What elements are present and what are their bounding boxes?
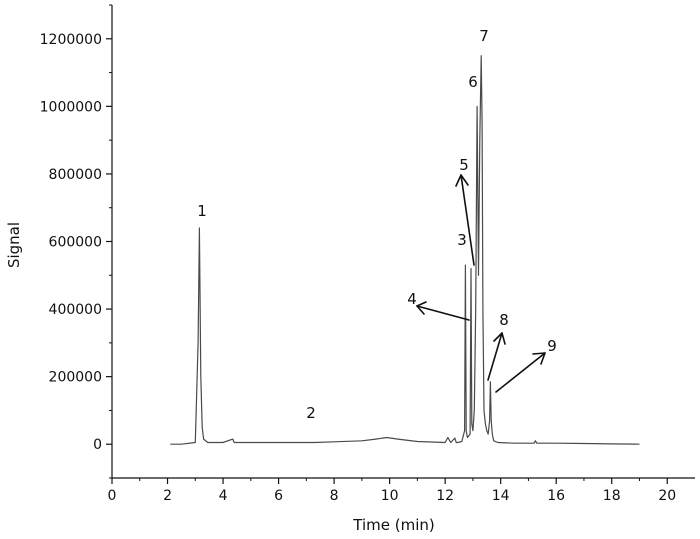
peak-label: 5 xyxy=(459,156,469,174)
arrow-peak-9 xyxy=(495,352,546,393)
x-tick-label: 16 xyxy=(547,488,565,504)
arrows xyxy=(416,174,546,393)
y-ticks: 0 200000 400000 600000 800000 1000000 1200000 xyxy=(40,4,112,479)
y-tick-label: 1200000 xyxy=(40,32,102,48)
y-tick-label: 200000 xyxy=(49,370,102,386)
x-tick-label: 10 xyxy=(381,488,399,504)
x-tick-label: 0 xyxy=(108,488,117,504)
y-tick-label: 1000000 xyxy=(40,99,102,115)
y-tick-label: 800000 xyxy=(49,167,102,183)
arrow-peak-4 xyxy=(416,301,470,321)
peak-label: 2 xyxy=(306,404,316,422)
peak-label: 1 xyxy=(197,202,207,220)
y-tick-label: 0 xyxy=(93,437,102,453)
x-tick-label: 6 xyxy=(274,488,283,504)
peak-label: 8 xyxy=(499,311,509,329)
x-tick-label: 2 xyxy=(163,488,172,504)
x-tick-label: 4 xyxy=(219,488,228,504)
peak-labels: 1 2 3 4 5 6 7 8 9 xyxy=(197,27,557,422)
peak-label: 4 xyxy=(407,290,417,308)
x-tick-label: 18 xyxy=(603,488,621,504)
y-tick-label: 600000 xyxy=(49,235,102,251)
arrow-peak-8 xyxy=(487,332,506,381)
y-axis-title: Signal xyxy=(5,222,23,268)
peak-label: 9 xyxy=(547,337,557,355)
y-tick-label: 400000 xyxy=(49,302,102,318)
plot-area xyxy=(170,55,640,445)
arrow-peak-5 xyxy=(455,174,475,266)
x-axis-title: Time (min) xyxy=(352,516,434,534)
signal-line xyxy=(170,55,640,445)
x-tick-label: 20 xyxy=(658,488,676,504)
x-tick-label: 8 xyxy=(330,488,339,504)
x-tick-label: 12 xyxy=(436,488,454,504)
peak-label: 3 xyxy=(457,231,467,249)
peak-label: 7 xyxy=(479,27,489,45)
x-ticks: 0 2 4 6 8 10 12 14 16 18 20 xyxy=(108,478,676,504)
x-tick-label: 14 xyxy=(492,488,510,504)
peak-label: 6 xyxy=(468,73,478,91)
